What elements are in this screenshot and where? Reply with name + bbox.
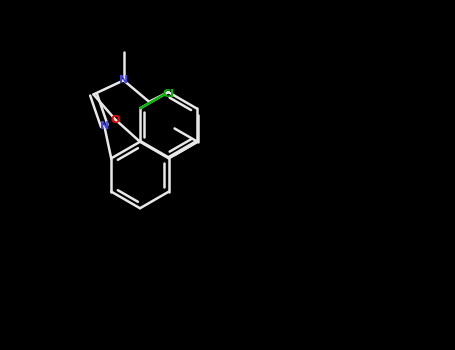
Text: Cl: Cl xyxy=(162,89,174,99)
Text: N: N xyxy=(119,75,128,85)
Text: O: O xyxy=(111,114,120,125)
Text: N: N xyxy=(100,121,109,131)
